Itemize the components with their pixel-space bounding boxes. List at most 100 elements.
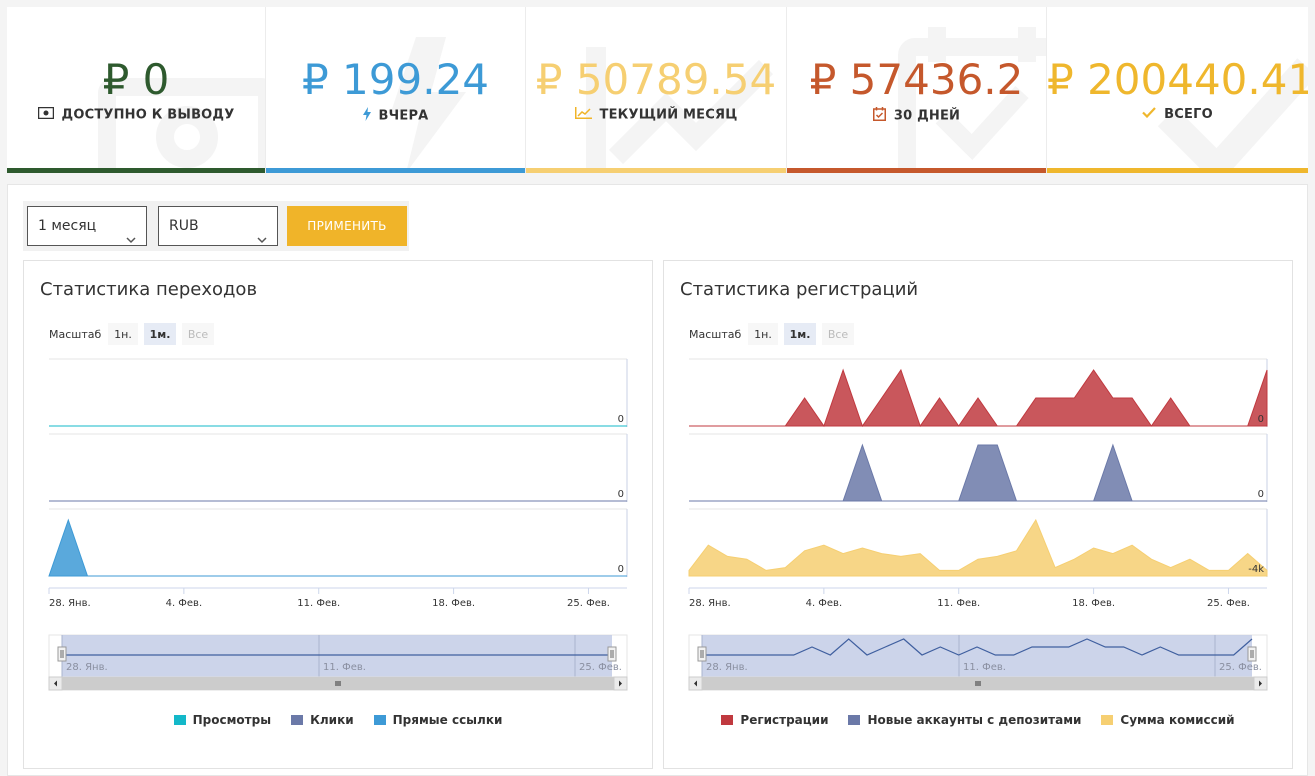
zoom-option-1[interactable]: 1м. xyxy=(784,323,816,345)
calendar-watermark-icon xyxy=(898,27,1046,173)
stat-bar xyxy=(266,168,525,173)
stat-available: ₽ 0 ДОСТУПНО К ВЫВОДУ xyxy=(7,7,266,173)
stat-label: ДОСТУПНО К ВЫВОДУ xyxy=(7,106,265,123)
arrow-right-icon xyxy=(619,680,622,687)
calendar-check-icon xyxy=(872,107,886,125)
chart-svg: Масштаб 1н. 1м. Все 0 0 0 28. Янв. 4. Фев. 11. Фе… xyxy=(48,323,628,691)
legend-swatch xyxy=(721,715,734,725)
money-watermark-icon xyxy=(98,78,265,173)
x-tick-label: 18. Фев. xyxy=(432,598,475,609)
arrow-right-icon xyxy=(1259,680,1262,687)
zoom-label: Масштаб xyxy=(49,328,101,341)
stat-current-month: ₽ 50789.54 ТЕКУЩИЙ МЕСЯЦ xyxy=(526,7,787,173)
legend-swatch xyxy=(373,715,386,725)
legend-swatch xyxy=(291,715,304,725)
navigator-selection[interactable] xyxy=(62,635,612,677)
period-select[interactable]: 1 месяц xyxy=(27,206,147,246)
legend-swatch xyxy=(173,715,186,725)
navigator-left-handle[interactable] xyxy=(57,646,67,662)
chart-title: Статистика регистраций xyxy=(680,279,919,300)
stat-label: ВСЕГО xyxy=(1047,107,1308,122)
navigator-tick-label: 11. Фев. xyxy=(963,662,1006,673)
check-icon xyxy=(1142,107,1156,122)
bolt-watermark-icon xyxy=(391,37,466,173)
zoom-option-0[interactable]: 1н. xyxy=(108,323,138,345)
bolt-icon xyxy=(362,107,371,125)
navigator-tick-label: 11. Фев. xyxy=(323,662,366,673)
stat-label: ВЧЕРА xyxy=(266,107,525,125)
stat-amount: ₽ 200440.41 xyxy=(1047,55,1308,104)
stat-amount: ₽ 50789.54 xyxy=(535,55,777,104)
legend-item[interactable]: Новые аккаунты с депозитами xyxy=(848,713,1081,727)
zoom-option-2[interactable]: Все xyxy=(822,323,854,345)
x-tick-label: 11. Фев. xyxy=(937,598,980,609)
legend-swatch xyxy=(848,715,861,725)
x-tick-label: 25. Фев. xyxy=(1207,598,1250,609)
navigator-selection[interactable] xyxy=(702,635,1252,677)
pane-label: 0 xyxy=(618,489,624,500)
chart-line-icon xyxy=(574,107,592,123)
legend-label: Сумма комиссий xyxy=(1120,713,1235,727)
stat-label-text: ВЧЕРА xyxy=(378,108,429,124)
series-area-1 xyxy=(689,443,1267,502)
pane-label: 0 xyxy=(618,564,624,575)
period-select-value: 1 месяц xyxy=(38,218,97,234)
chart-svg: Масштаб 1н. 1м. Все 0 0 -4k 28. Янв. 4. Фев. 11. … xyxy=(688,323,1268,691)
arrow-left-icon xyxy=(54,680,57,687)
stat-bar xyxy=(7,168,265,173)
pane-label: 0 xyxy=(618,414,624,425)
navigator-right-handle[interactable] xyxy=(607,646,617,662)
legend-item[interactable]: Клики xyxy=(291,713,354,727)
pane-label: 0 xyxy=(1258,414,1264,425)
stat-30-days: ₽ 57436.2 30 ДНЕЙ xyxy=(787,7,1047,173)
legend-label: Клики xyxy=(310,713,354,727)
zoom-option-label: 1м. xyxy=(790,328,811,341)
chevron-down-icon xyxy=(126,221,136,259)
navigator-series-line xyxy=(702,638,1253,656)
zoom-option-label: Все xyxy=(828,328,849,341)
arrow-left-icon xyxy=(694,680,697,687)
stat-label-text: ДОСТУПНО К ВЫВОДУ xyxy=(61,107,235,123)
statistics-panel: 1 месяц RUB ПРИМЕНИТЬ Статистика переход… xyxy=(7,184,1308,776)
series-area-2 xyxy=(48,518,627,577)
chart-legend: Просмотры Клики Прямые ссылки xyxy=(24,713,652,727)
stat-amount: ₽ 0 xyxy=(102,55,170,104)
pane-label: -4k xyxy=(1248,564,1264,575)
x-tick-label: 4. Фев. xyxy=(806,598,843,609)
chart-title: Статистика переходов xyxy=(40,279,258,300)
stat-yesterday: ₽ 199.24 ВЧЕРА xyxy=(266,7,526,173)
legend-item[interactable]: Просмотры xyxy=(173,713,271,727)
zoom-option-0[interactable]: 1н. xyxy=(748,323,778,345)
money-icon xyxy=(37,106,54,123)
chart-transitions: Статистика переходов Масштаб 1н. 1м. Все 0 0 0… xyxy=(23,260,653,769)
x-tick-label: 28. Янв. xyxy=(49,598,91,609)
x-tick-label: 18. Фев. xyxy=(1072,598,1115,609)
series-area-0 xyxy=(689,368,1268,428)
navigator-tick-label: 25. Фев. xyxy=(579,662,622,673)
navigator-tick-label: 25. Фев. xyxy=(1219,662,1262,673)
stat-bar xyxy=(787,168,1046,173)
legend-label: Прямые ссылки xyxy=(392,713,503,727)
chart-line-watermark-icon xyxy=(586,47,774,173)
navigator-right-handle[interactable] xyxy=(1247,646,1257,662)
legend-item[interactable]: Сумма комиссий xyxy=(1101,713,1235,727)
stat-label-text: ВСЕГО xyxy=(1164,107,1213,122)
chevron-down-icon xyxy=(257,221,267,259)
zoom-option-label: 1н. xyxy=(114,328,132,341)
zoom-option-label: 1м. xyxy=(150,328,171,341)
stat-bar xyxy=(1047,168,1308,173)
stat-label: 30 ДНЕЙ xyxy=(787,107,1046,125)
stat-label: ТЕКУЩИЙ МЕСЯЦ xyxy=(526,107,786,123)
x-tick-label: 25. Фев. xyxy=(567,598,610,609)
zoom-option-1[interactable]: 1м. xyxy=(144,323,176,345)
zoom-option-label: Все xyxy=(188,328,209,341)
currency-select[interactable]: RUB xyxy=(158,206,278,246)
apply-button[interactable]: ПРИМЕНИТЬ xyxy=(287,206,407,246)
stat-label-text: ТЕКУЩИЙ МЕСЯЦ xyxy=(599,107,738,123)
legend-item[interactable]: Регистрации xyxy=(721,713,828,727)
legend-item[interactable]: Прямые ссылки xyxy=(373,713,503,727)
zoom-option-2[interactable]: Все xyxy=(182,323,214,345)
stat-label-text: 30 ДНЕЙ xyxy=(893,108,961,124)
navigator-left-handle[interactable] xyxy=(697,646,707,662)
check-watermark-icon xyxy=(1157,58,1308,173)
